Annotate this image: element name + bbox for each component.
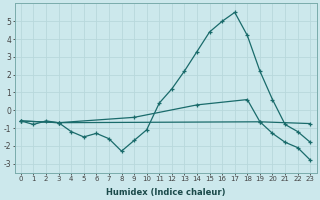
X-axis label: Humidex (Indice chaleur): Humidex (Indice chaleur) [106, 188, 225, 197]
